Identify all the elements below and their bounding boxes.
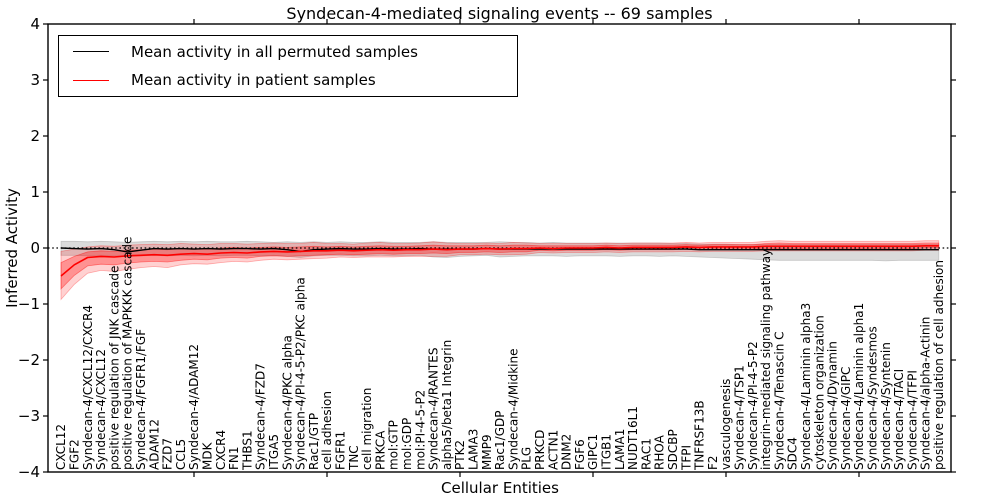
x-category-label: alpha5/beta1 Integrin (440, 340, 454, 470)
legend-item-permuted: Mean activity in all permuted samples (59, 39, 517, 65)
x-category-label: RHOA (653, 434, 667, 470)
y-tick-label: 4 (30, 15, 40, 33)
patient-mean-line (60, 245, 939, 277)
x-category-label: mol:PI-4-5-P2 (413, 390, 427, 470)
x-category-label: integrin-mediated signaling pathway (759, 249, 773, 470)
x-category-label: FGF6 (573, 439, 587, 470)
x-category-label: FGF2 (68, 439, 82, 470)
x-category-label: SDC4 (786, 437, 800, 470)
y-tick-label: −3 (18, 407, 40, 425)
x-category-label: Syndecan-4/PI-4-5-P2/PKC alpha (294, 277, 308, 470)
legend-label-patient: Mean activity in patient samples (131, 71, 376, 90)
x-category-label: RAC1 (639, 438, 653, 470)
x-category-label: ITGB1 (600, 434, 614, 470)
x-category-label: Syndecan-4/Midkine (506, 349, 520, 470)
x-category-label: Syndecan-4/TSP1 (733, 365, 747, 470)
x-category-label: GIPC1 (586, 434, 600, 470)
x-category-label: CXCL12 (54, 424, 68, 470)
legend-label-permuted: Mean activity in all permuted samples (131, 42, 418, 61)
x-category-label: ITGA5 (267, 434, 281, 470)
x-category-label: Syndecan-4/CXCL12/CXCR4 (81, 305, 95, 470)
y-tick-label: 3 (30, 71, 40, 89)
x-category-label: Syndecan-4/TFPI (905, 370, 919, 470)
x-category-label: TFPI (679, 445, 693, 471)
x-category-label: Syndecan-4/Laminin alpha1 (852, 303, 866, 470)
x-category-label: Syndecan-4/Dynamin (826, 341, 840, 470)
x-category-label: cytoskeleton organization (812, 315, 826, 470)
x-category-label: PLG (520, 447, 534, 470)
x-category-label: TNC (347, 445, 361, 471)
x-category-label: Syndecan-4/FGFR1/FGF (134, 329, 148, 470)
x-category-label: Syndecan-4/TACI (892, 369, 906, 470)
x-axis-label: Cellular Entities (441, 479, 559, 497)
x-category-label: mol:GTP (387, 420, 401, 470)
x-category-label: vasculogenesis (719, 379, 733, 470)
legend: Mean activity in all permuted samples Me… (58, 35, 518, 97)
x-category-label: cell migration (360, 388, 374, 470)
x-category-label: mol:GDP (400, 418, 414, 470)
x-category-label: Syndecan-4/Syntenin (879, 342, 893, 470)
y-tick-label: 2 (30, 127, 40, 145)
x-category-label: Syndecan-4/CXCL12 (94, 349, 108, 470)
y-tick-label: −2 (18, 351, 40, 369)
x-category-label: Syndecan-4/Tenascin C (772, 331, 786, 470)
x-category-label: DNM2 (560, 434, 574, 470)
x-category-label: SDCBP (666, 429, 680, 470)
x-category-label: Rac1/GTP (307, 413, 321, 470)
x-category-label: FGFR1 (334, 431, 348, 470)
x-category-label: Syndecan-4/RANTES (427, 348, 441, 470)
patient-line-swatch (73, 79, 109, 81)
x-category-label: TNFRSF13B (693, 400, 707, 471)
x-category-label: Syndecan-4/GIPC (839, 367, 853, 470)
x-category-label: Syndecan-4/alpha-Actinin (919, 317, 933, 470)
x-category-label: FN1 (227, 446, 241, 470)
x-category-label: Syndecan-4/Syndesmos (866, 326, 880, 470)
x-category-label: FZD7 (161, 438, 175, 470)
x-category-label: Rac1/GDP (493, 411, 507, 470)
x-category-label: NUDT16L1 (626, 406, 640, 470)
x-category-label: F2 (706, 455, 720, 470)
x-category-label: PRKCA (373, 430, 387, 470)
x-category-label: Syndecan-4/FZD7 (254, 363, 268, 470)
x-category-label: MMP9 (480, 434, 494, 470)
x-category-label: Syndecan-4/PI-4-5-P2 (746, 341, 760, 470)
x-category-label: PTK2 (453, 440, 467, 470)
x-category-label: ADAM12 (147, 419, 161, 470)
y-axis-label: Inferred Activity (3, 188, 21, 308)
legend-item-patient: Mean activity in patient samples (59, 67, 517, 93)
x-category-label: LAMA3 (467, 429, 481, 470)
y-tick-label: 1 (30, 183, 40, 201)
y-tick-label: −4 (18, 463, 40, 481)
x-category-label: Syndecan-4/PKC alpha (280, 335, 294, 470)
chart-title: Syndecan-4-mediated signaling events -- … (286, 4, 713, 23)
x-category-label: Syndecan-4/ADAM12 (187, 344, 201, 470)
x-category-label: positive regulation of JNK cascade (107, 266, 121, 470)
y-tick-label: 0 (30, 239, 40, 257)
x-category-label: CXCR4 (214, 430, 228, 470)
x-category-label: CCL5 (174, 439, 188, 470)
x-category-label: LAMA1 (613, 429, 627, 470)
x-category-label: Syndecan-4/Laminin alpha3 (799, 303, 813, 470)
x-category-label: THBS1 (240, 430, 254, 471)
x-category-label: cell adhesion (320, 391, 334, 470)
x-category-label: positive regulation of MAPKKK cascade (121, 237, 135, 470)
x-category-label: PRKCD (533, 430, 547, 470)
x-category-label: MDK (201, 441, 215, 470)
permuted-line-swatch (73, 51, 109, 53)
y-tick-label: −1 (18, 295, 40, 313)
x-category-label: positive regulation of cell adhesion (932, 260, 946, 470)
x-category-label: ACTN1 (546, 430, 560, 470)
